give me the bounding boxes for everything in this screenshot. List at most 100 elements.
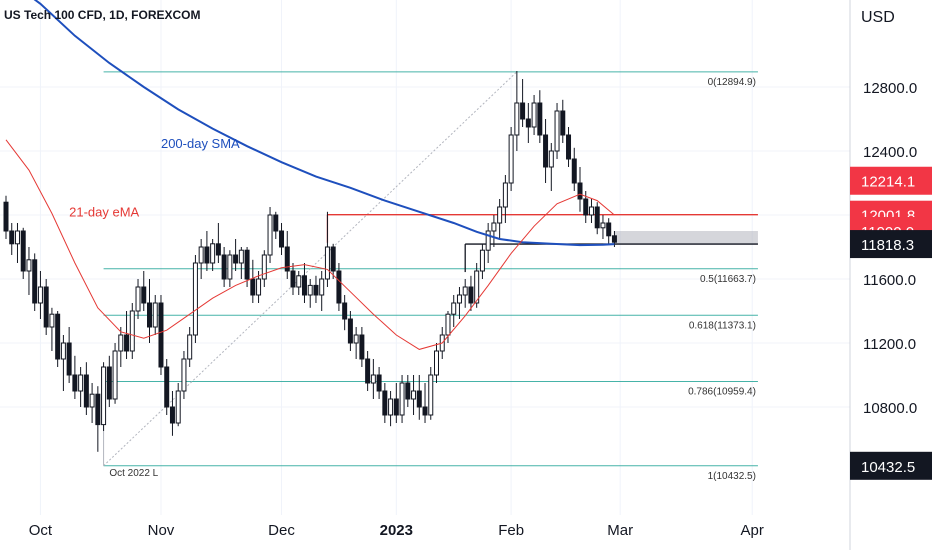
candle-body xyxy=(55,313,61,360)
price-label-text: 10432.5 xyxy=(861,459,915,476)
candle-body xyxy=(273,214,279,232)
candle-body xyxy=(416,390,422,408)
x-axis: Oct Nov Dec 2023 Feb Mar Apr xyxy=(29,522,764,539)
fib-trend-line xyxy=(103,71,518,467)
candle-body xyxy=(26,259,32,272)
x-tick-label: 2023 xyxy=(380,522,413,539)
candle-body xyxy=(204,246,210,264)
candle-body xyxy=(543,134,549,168)
candle-body xyxy=(330,246,336,272)
annotation-label: 200-day SMA xyxy=(161,136,240,151)
candle-body xyxy=(250,278,256,296)
candle-body xyxy=(95,393,101,426)
candle-body xyxy=(468,286,474,304)
candle-body xyxy=(147,302,152,328)
candle-body xyxy=(353,334,359,344)
fib-label: 0.5(11663.7) xyxy=(700,274,756,285)
candle-body xyxy=(451,302,457,315)
candle-body xyxy=(301,275,307,296)
candle-body xyxy=(78,374,84,392)
candle-body xyxy=(594,206,600,229)
x-tick-label: Feb xyxy=(498,522,524,539)
candle-body xyxy=(227,254,233,280)
candle-body xyxy=(14,230,20,245)
candle-body xyxy=(233,254,239,264)
candle-body xyxy=(89,393,95,408)
x-tick-label: Apr xyxy=(741,522,764,539)
x-tick-label: Oct xyxy=(29,522,53,539)
price-label-box xyxy=(850,166,932,195)
resistance-zone xyxy=(614,231,758,245)
candle-body xyxy=(290,270,296,288)
candle-body xyxy=(135,286,141,312)
candle-body xyxy=(261,254,267,280)
chart-title: US Tech 100 CFD, 1D, FOREXCOM xyxy=(4,8,200,22)
candle-body xyxy=(124,334,130,352)
candle-body xyxy=(456,294,462,304)
candle-body xyxy=(164,366,170,408)
candle-body xyxy=(560,110,566,136)
fib-label: 0.786(10959.4) xyxy=(688,386,756,397)
candle-body xyxy=(399,382,405,416)
annotation-label: Oct 2022 L xyxy=(109,468,158,479)
x-tick-label: Mar xyxy=(607,522,633,539)
candle-body xyxy=(101,366,107,426)
candle-body xyxy=(169,406,175,424)
candle-body xyxy=(583,198,589,216)
currency-label: USD xyxy=(861,9,895,26)
y-tick-label: 12400.0 xyxy=(863,144,917,161)
candle-body xyxy=(152,302,158,328)
candle-body xyxy=(508,134,514,184)
candle-body xyxy=(577,182,583,200)
annotations: 200-day SMA 21-day eMA Oct 2022 L xyxy=(69,136,240,479)
candle-body xyxy=(215,243,221,256)
candle-body xyxy=(43,286,49,328)
candle-body xyxy=(422,406,428,416)
fib-label: 0.618(11373.1) xyxy=(689,320,756,331)
candle-body xyxy=(319,278,325,296)
candle-body xyxy=(244,249,250,280)
candle-body xyxy=(60,342,66,360)
moving-averages xyxy=(5,0,615,350)
candle-body xyxy=(497,206,503,224)
candle-body xyxy=(520,102,526,120)
candle-body xyxy=(296,275,302,288)
candle-body xyxy=(388,398,394,416)
candle-body xyxy=(376,374,382,392)
price-label-text: 11818.3 xyxy=(861,237,914,254)
candle-body xyxy=(445,313,451,336)
annotation-label: 21-day eMA xyxy=(69,205,139,220)
y-tick-label: 11200.0 xyxy=(863,336,916,353)
candle-body xyxy=(491,222,497,232)
candle-body xyxy=(238,249,244,264)
candle-body xyxy=(37,286,43,304)
candle-body xyxy=(342,302,348,320)
sma200-line xyxy=(33,0,615,247)
candle-body xyxy=(175,390,181,424)
candle-body xyxy=(370,374,376,384)
y-tick-label: 12800.0 xyxy=(863,80,917,97)
candle-body xyxy=(411,390,417,400)
candle-body xyxy=(537,102,543,136)
x-tick-label: Nov xyxy=(148,522,175,539)
candle-body xyxy=(434,350,439,376)
candle-body xyxy=(72,374,78,392)
candles xyxy=(3,71,617,452)
candle-body xyxy=(267,214,273,256)
candle-body xyxy=(210,243,216,264)
candle-body xyxy=(112,350,118,400)
x-tick-label: Dec xyxy=(268,522,295,539)
candle-body xyxy=(479,249,485,272)
candle-body xyxy=(106,366,112,400)
candle-body xyxy=(548,150,554,168)
candle-body xyxy=(359,334,365,360)
plot-background xyxy=(0,0,850,550)
candle-body xyxy=(20,230,26,272)
candle-body xyxy=(606,222,612,237)
candle-body xyxy=(324,246,330,280)
fib-label: 0(12894.9) xyxy=(708,77,756,88)
candle-body xyxy=(485,230,491,251)
candle-body xyxy=(514,102,520,136)
candle-body xyxy=(3,201,9,232)
candle-body xyxy=(336,270,342,304)
